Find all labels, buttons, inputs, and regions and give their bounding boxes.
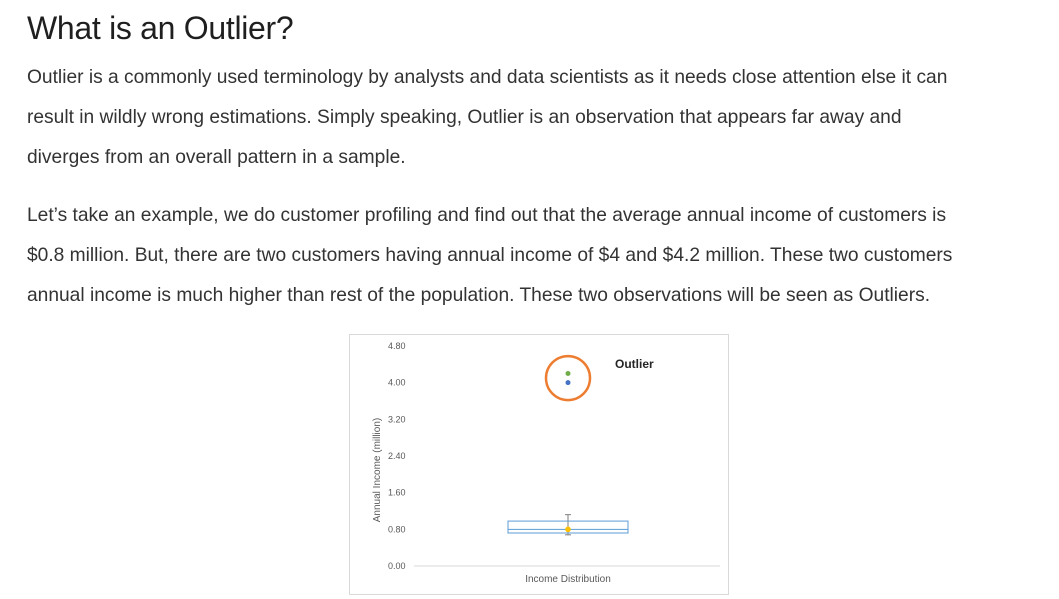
outlier-points (544, 354, 592, 402)
y-axis-title: Annual Income (million) (372, 418, 383, 523)
interquartile-box (507, 520, 629, 534)
y-tick-label: 0.80 (388, 524, 406, 534)
outlier-box-plot: 0.00 0.80 1.60 2.40 3.20 4.00 4.80 Annual Inco… (349, 334, 729, 595)
outlier-highlight-circle (544, 354, 592, 402)
intro-paragraph: Outlier is a commonly used terminology b… (27, 58, 1053, 178)
paragraph-line: diverges from an overall pattern in a sa… (27, 147, 406, 168)
page-title: What is an Outlier? (27, 10, 294, 46)
paragraph-line: Let’s take an example, we do customer pr… (27, 205, 947, 226)
y-tick-label: 0.00 (388, 561, 406, 571)
y-tick-label: 1.60 (388, 488, 406, 498)
y-axis-ticks: 0.00 0.80 1.60 2.40 3.20 4.00 4.80 (388, 341, 406, 571)
y-tick-label: 3.20 (388, 414, 406, 424)
paragraph-line: annual income is much higher than rest o… (27, 285, 931, 306)
y-tick-label: 2.40 (388, 451, 406, 461)
example-paragraph: Let’s take an example, we do customer pr… (27, 196, 1053, 316)
mean-marker (565, 526, 571, 533)
y-tick-label: 4.80 (388, 341, 406, 351)
outlier-annotation: Outlier (615, 357, 654, 371)
paragraph-line: Outlier is a commonly used terminology b… (27, 67, 948, 88)
box-plot-canvas: 0.00 0.80 1.60 2.40 3.20 4.00 4.80 Annual Inco… (372, 341, 720, 585)
paragraph-line: result in wildly wrong estimations. Simp… (27, 107, 902, 128)
x-axis-title: Income Distribution (525, 574, 611, 585)
outlier-point (565, 380, 571, 386)
box-plot-box (507, 514, 629, 536)
outlier-point (565, 371, 571, 376)
paragraph-line: $0.8 million. But, there are two custome… (27, 245, 953, 266)
y-tick-label: 4.00 (388, 378, 406, 388)
